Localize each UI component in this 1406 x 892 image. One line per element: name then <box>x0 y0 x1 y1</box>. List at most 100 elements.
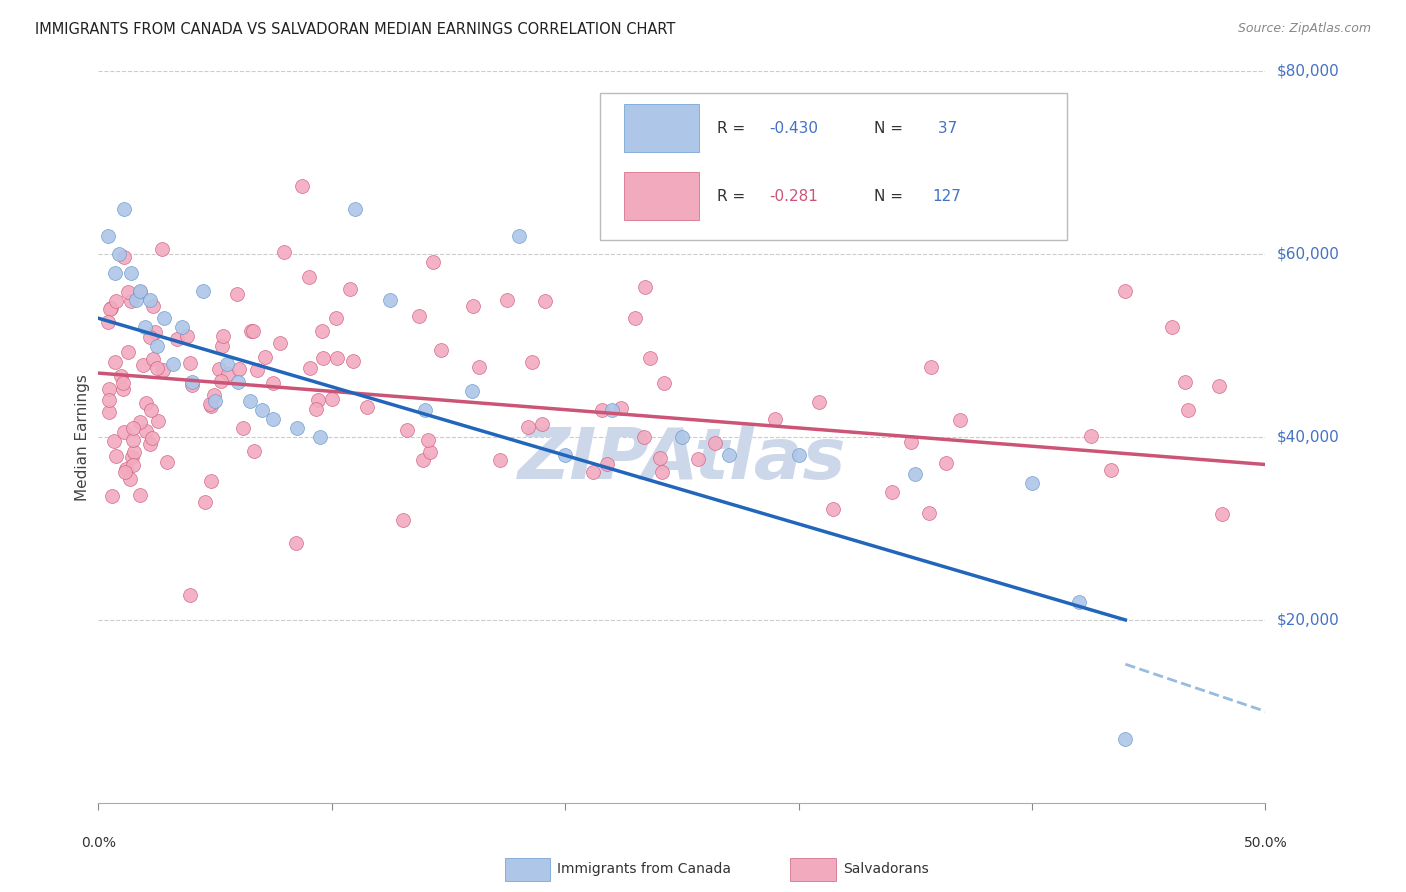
Point <box>633 430 655 444</box>
Point <box>517 419 540 434</box>
Point <box>135 396 157 410</box>
Point <box>101 489 124 503</box>
Text: $80,000: $80,000 <box>1277 64 1340 78</box>
Text: Salvadorans: Salvadorans <box>844 862 929 876</box>
Point <box>243 444 266 458</box>
Point <box>112 250 135 264</box>
Point <box>110 368 132 383</box>
Point <box>152 311 174 326</box>
Point <box>193 284 215 298</box>
Point <box>104 266 127 280</box>
Point <box>412 452 434 467</box>
Point <box>215 357 238 371</box>
Point <box>1174 375 1197 389</box>
Point <box>115 462 138 476</box>
Text: $60,000: $60,000 <box>1277 247 1340 261</box>
Point <box>98 302 121 317</box>
Point <box>226 287 249 301</box>
Text: 0.0%: 0.0% <box>82 836 115 850</box>
Point <box>395 423 418 437</box>
Point <box>380 293 402 307</box>
Point <box>413 402 436 417</box>
Text: R =: R = <box>717 120 749 136</box>
Point <box>139 330 162 344</box>
Point <box>596 457 619 471</box>
Point <box>142 352 165 367</box>
Point <box>104 355 127 369</box>
Point <box>582 465 605 479</box>
Point <box>610 401 633 415</box>
Point <box>356 400 378 414</box>
Point <box>1067 594 1090 608</box>
Point <box>408 309 430 323</box>
Point <box>1208 378 1230 392</box>
Point <box>156 455 179 469</box>
Point <box>309 430 332 444</box>
Text: Source: ZipAtlas.com: Source: ZipAtlas.com <box>1237 22 1371 36</box>
Point <box>141 403 163 417</box>
Point <box>652 376 675 390</box>
Point <box>1177 403 1199 417</box>
Point <box>531 417 554 431</box>
Point <box>262 376 284 390</box>
Point <box>146 338 169 352</box>
Point <box>600 402 623 417</box>
Point <box>242 324 264 338</box>
Point <box>146 414 169 428</box>
Point <box>1161 320 1184 334</box>
Point <box>262 411 284 425</box>
FancyBboxPatch shape <box>624 104 699 152</box>
Point <box>97 383 120 397</box>
Point <box>508 228 530 243</box>
Point <box>250 402 273 417</box>
Point <box>176 329 198 343</box>
Point <box>285 421 308 435</box>
Point <box>787 448 810 462</box>
Point <box>904 467 927 481</box>
Y-axis label: Median Earnings: Median Earnings <box>75 374 90 500</box>
Text: R =: R = <box>717 188 749 203</box>
Point <box>228 375 250 389</box>
FancyBboxPatch shape <box>505 858 550 881</box>
Point <box>240 324 263 338</box>
Text: Immigrants from Canada: Immigrants from Canada <box>557 862 731 876</box>
Point <box>217 367 239 381</box>
Point <box>193 495 215 509</box>
FancyBboxPatch shape <box>624 172 699 219</box>
Point <box>105 294 128 309</box>
Text: -0.281: -0.281 <box>769 188 818 203</box>
Point <box>118 472 141 486</box>
Point <box>179 588 201 602</box>
Point <box>208 362 231 376</box>
Point <box>112 202 135 216</box>
Point <box>1080 429 1102 443</box>
Point <box>120 293 142 308</box>
Point <box>1021 475 1043 490</box>
Point <box>166 332 188 346</box>
Point <box>416 434 439 448</box>
Point <box>430 343 453 358</box>
Point <box>134 320 156 334</box>
Point <box>211 329 233 343</box>
Point <box>117 344 139 359</box>
Point <box>468 360 491 375</box>
Point <box>1099 463 1122 477</box>
Point <box>291 179 314 194</box>
Point <box>344 202 367 216</box>
Text: IMMIGRANTS FROM CANADA VS SALVADORAN MEDIAN EARNINGS CORRELATION CHART: IMMIGRANTS FROM CANADA VS SALVADORAN MED… <box>35 22 675 37</box>
Point <box>122 445 145 459</box>
Point <box>120 266 142 280</box>
Point <box>152 362 174 376</box>
Point <box>326 351 349 365</box>
Point <box>125 293 148 307</box>
Point <box>634 280 657 294</box>
Point <box>1211 507 1233 521</box>
Point <box>100 301 122 315</box>
Point <box>253 350 276 364</box>
Point <box>285 535 308 549</box>
Point <box>211 339 233 353</box>
Point <box>181 378 204 392</box>
Point <box>339 282 361 296</box>
Point <box>172 320 194 334</box>
Point <box>650 450 672 465</box>
